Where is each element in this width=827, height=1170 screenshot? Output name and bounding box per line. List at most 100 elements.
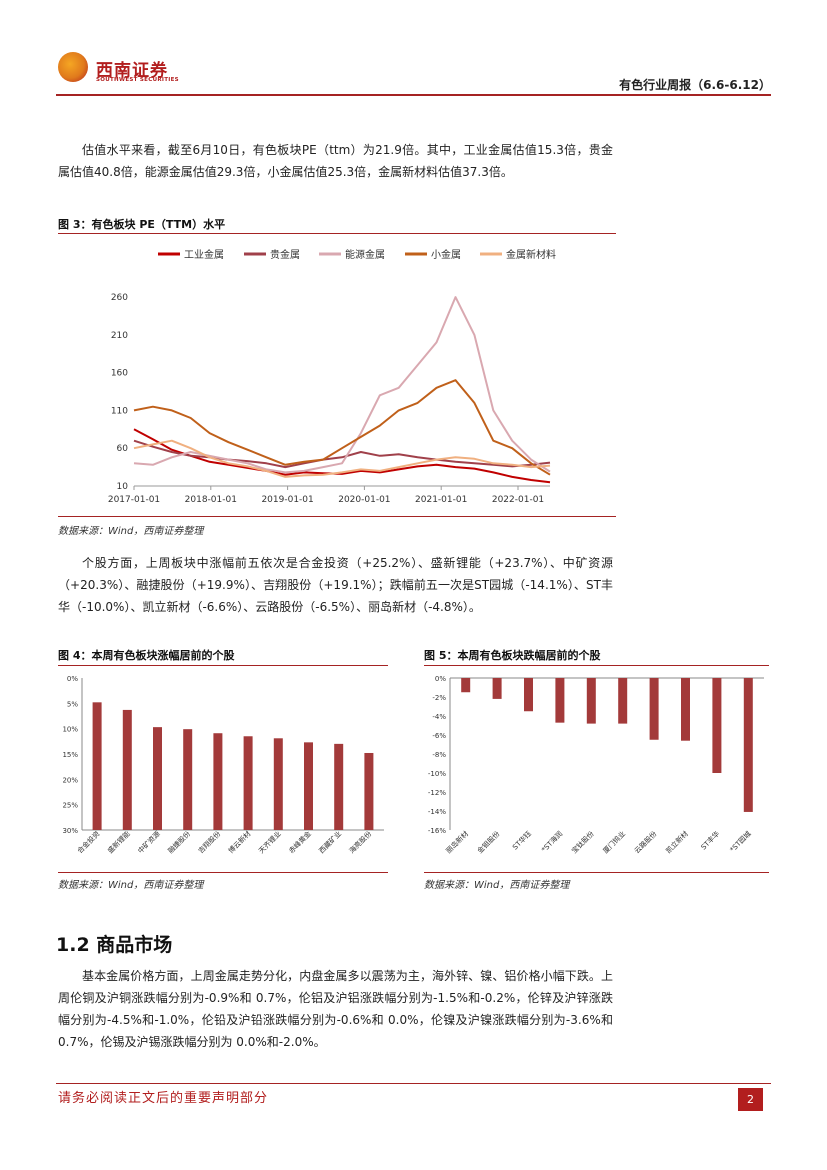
y-tick-label: -6% [432, 732, 446, 740]
y-tick-label: -12% [428, 789, 446, 797]
series-line [133, 439, 551, 478]
series-line [133, 379, 551, 476]
bar [304, 742, 313, 830]
bar [712, 678, 722, 773]
figure-5-source: 数据来源：Wind，西南证券整理 [424, 880, 570, 891]
y-tick-label: 110 [111, 406, 128, 416]
bar [461, 678, 471, 693]
y-tick-label: 160 [111, 369, 128, 379]
x-tick-label: 凯立新材 [664, 829, 690, 855]
x-tick-label: 盛新锂能 [106, 829, 132, 855]
y-tick-label: 10 [117, 482, 129, 492]
series-line [133, 428, 551, 484]
figure-5-bottom-rule [424, 872, 769, 873]
x-tick-label: ST华钰 [510, 829, 532, 851]
y-tick-label: 10% [62, 726, 78, 734]
x-tick-label: 金钼股份 [475, 829, 501, 855]
y-tick-label: 15% [62, 751, 78, 759]
chart-axes: 10 60 110 160 210 260 2017-01-01 2018-01-01 2019… [108, 293, 550, 505]
logo-name: 西南证券 [96, 61, 168, 81]
y-tick-label: 5% [67, 700, 78, 708]
chart-bars: 合金投资 盛新锂能 中矿资源 融捷股份 吉翔股份 博云新材 天齐锂业 赤峰黄金 西藏矿业 海亮股份 [75, 702, 374, 855]
bar [492, 678, 502, 699]
x-tick-label: 丽岛新材 [444, 829, 470, 855]
y-tick-label: 0% [435, 675, 446, 683]
bar [92, 702, 102, 830]
x-tick-label: 海亮股份 [347, 829, 373, 855]
figure-3-top-rule [58, 233, 616, 234]
x-tick-label: 融捷股份 [166, 829, 192, 855]
y-tick-label: -10% [428, 770, 446, 778]
bar [364, 752, 374, 830]
y-tick-label: 30% [62, 827, 78, 835]
bar [122, 709, 132, 830]
footer-divider [56, 1083, 771, 1084]
bar [743, 678, 753, 812]
bar [555, 678, 565, 723]
figure-4-title: 图 4：本周有色板块涨幅居前的个股 [58, 649, 235, 662]
paragraph-commodities: 基本金属价格方面，上周金属走势分化，内盘金属多以震荡为主，海外锌、镍、铝价格小幅… [58, 969, 613, 1049]
y-tick-label: 60 [117, 444, 129, 454]
x-tick-label: 合金投资 [75, 829, 101, 855]
bar [153, 727, 162, 830]
figure-5-title: 图 5：本周有色板块跌幅居前的个股 [424, 649, 601, 662]
y-tick-label: -4% [432, 713, 446, 721]
bar [524, 678, 533, 712]
chart-series [133, 296, 551, 484]
x-tick-label: 2019-01-01 [261, 495, 313, 505]
bar [243, 736, 253, 830]
x-tick-label: 赤峰黄金 [287, 829, 313, 855]
figure-3-bottom-rule [58, 516, 616, 517]
x-tick-label: 2022-01-01 [492, 495, 544, 505]
series-line [133, 439, 551, 469]
paragraph-stocks: 个股方面，上周板块中涨幅前五依次是合金投资（+25.2%）、盛新锂能（+23.7… [58, 556, 613, 614]
figure-4-source: 数据来源：Wind，西南证券整理 [58, 880, 204, 891]
figure-3-source: 数据来源：Wind，西南证券整理 [58, 526, 204, 537]
figure-4-bottom-rule [58, 872, 388, 873]
y-tick-label: 0% [67, 675, 78, 683]
bar [273, 738, 283, 830]
y-tick-label: -16% [428, 827, 446, 835]
y-tick-label: 25% [62, 802, 78, 810]
chart-axes: 0% 5% 10% 15% 20% 25% 30% [62, 675, 384, 835]
bar [586, 678, 596, 724]
legend-label: 小金属 [431, 248, 461, 261]
bar [618, 678, 628, 724]
y-tick-label: -2% [432, 694, 446, 702]
x-tick-label: 2017-01-01 [108, 495, 160, 505]
report-title: 有色行业周报（6.6-6.12） [619, 78, 771, 92]
paragraph-valuation: 估值水平来看，截至6月10日，有色板块PE（ttm）为21.9倍。其中，工业金属… [58, 143, 613, 179]
footer-disclaimer: 请务必阅读正文后的重要声明部分 [58, 1091, 269, 1106]
figure-4-top-rule [58, 665, 388, 666]
x-tick-label: *ST海润 [539, 829, 564, 854]
x-tick-label: 云路股份 [632, 829, 658, 855]
legend-label: 贵金属 [270, 248, 300, 261]
x-tick-label: 西藏矿业 [317, 829, 343, 855]
bar [681, 678, 690, 741]
x-tick-label: 2018-01-01 [185, 495, 237, 505]
legend-label: 金属新材料 [506, 248, 556, 261]
page-number: 2 [738, 1088, 763, 1111]
section-title: 1.2 商品市场 [56, 934, 173, 956]
legend-label: 工业金属 [184, 248, 224, 261]
y-tick-label: 20% [62, 776, 78, 784]
logo-name-en: SOUTHWEST SECURITIES [96, 77, 179, 83]
x-tick-label: 宝钛股份 [570, 829, 596, 855]
y-tick-label: -14% [428, 808, 446, 816]
x-tick-label: 中矿资源 [136, 829, 162, 855]
y-tick-label: -8% [432, 751, 446, 759]
x-tick-label: *ST园城 [729, 830, 753, 854]
bar [213, 733, 223, 830]
x-tick-label: 厦门钨业 [601, 829, 627, 855]
figure-3-title: 图 3：有色板块 PE（TTM）水平 [58, 218, 226, 231]
chart-bars: 丽岛新材 金钼股份 ST华钰 *ST海润 宝钛股份 厦门钨业 云路股份 凯立新材 ST丰华 *ST… [444, 678, 753, 855]
legend-label: 能源金属 [345, 248, 385, 261]
chart-legend: 工业金属 贵金属 能源金属 小金属 金属新材料 [158, 248, 556, 261]
x-tick-label: ST丰华 [699, 829, 721, 851]
y-tick-label: 260 [111, 293, 128, 303]
bar [649, 678, 659, 740]
logo-icon [58, 52, 88, 82]
x-tick-label: 2021-01-01 [415, 495, 467, 505]
header-divider [56, 94, 771, 96]
chart-axes: 0% -2% -4% -6% -8% -10% -12% -14% -16% [428, 675, 764, 835]
